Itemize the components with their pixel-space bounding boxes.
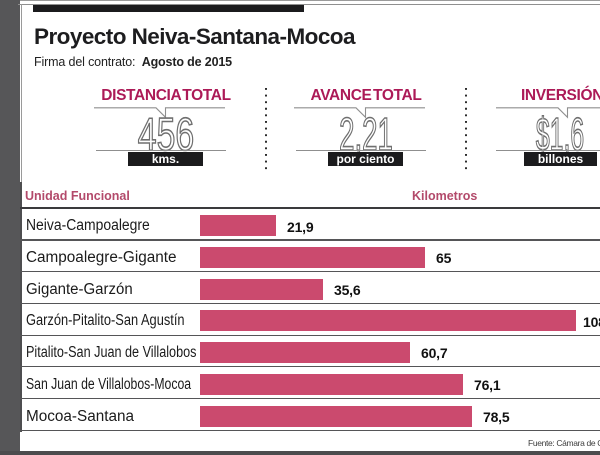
- svg-text:$1,6: $1,6: [535, 111, 583, 155]
- svg-text:456: 456: [138, 111, 194, 155]
- svg-text:2,21: 2,21: [339, 111, 393, 155]
